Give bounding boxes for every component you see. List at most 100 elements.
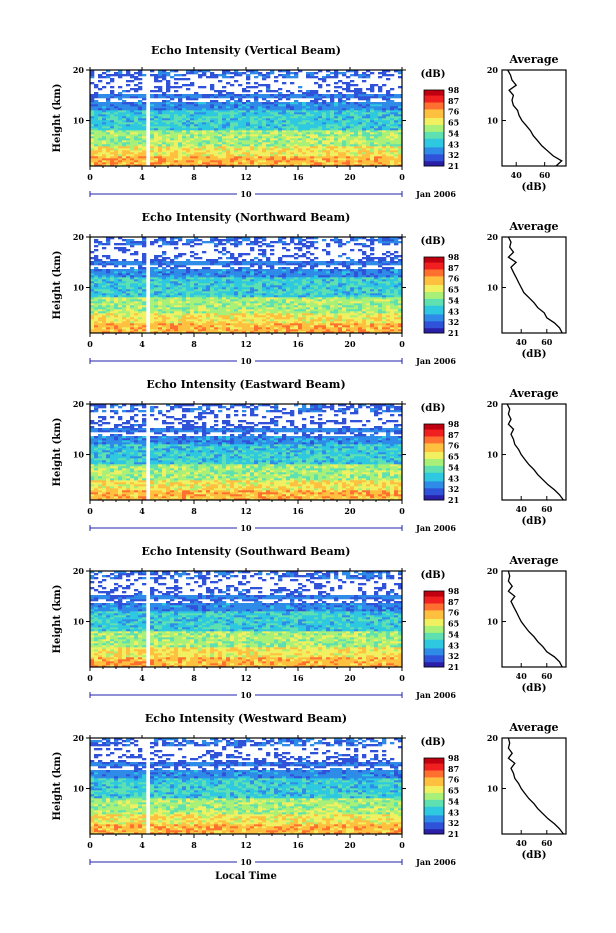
heatmap-cell: [314, 104, 318, 106]
heatmap-cell: [142, 104, 146, 106]
heatmap-cell: [234, 329, 238, 331]
heatmap-cell: [254, 293, 258, 295]
heatmap-cell: [246, 142, 250, 144]
heatmap-cell: [182, 114, 186, 116]
heatmap-cell: [186, 309, 190, 311]
heatmap-cell: [302, 128, 306, 130]
heatmap-cell: [238, 124, 242, 126]
heatmap-cell: [250, 112, 254, 114]
heatmap-cell: [234, 150, 238, 152]
heatmap-cell: [238, 158, 242, 160]
heatmap-cell: [218, 315, 222, 317]
heatmap-cell: [190, 102, 194, 104]
heatmap-cell: [266, 72, 270, 74]
heatmap-cell: [90, 317, 94, 319]
heatmap-cell: [206, 154, 210, 156]
heatmap-cell: [362, 132, 366, 134]
heatmap-cell: [254, 94, 258, 96]
heatmap-cell: [98, 134, 102, 136]
heatmap-cell: [182, 313, 186, 315]
heatmap-cell: [122, 136, 126, 138]
heatmap-cell: [166, 289, 170, 291]
heatmap-cell: [350, 108, 354, 110]
heatmap-cell: [162, 152, 166, 154]
heatmap-cell: [126, 144, 130, 146]
heatmap-cell: [266, 148, 270, 150]
heatmap-cell: [238, 313, 242, 315]
heatmap-cell: [342, 104, 346, 106]
heatmap-cell: [210, 94, 214, 96]
heatmap-cell: [214, 317, 218, 319]
heatmap-cell: [386, 140, 390, 142]
heatmap-cell: [390, 160, 394, 162]
heatmap-cell: [178, 158, 182, 160]
heatmap-cell: [218, 158, 222, 160]
heatmap-cell: [158, 305, 162, 307]
heatmap-cell: [150, 122, 154, 124]
heatmap-cell: [246, 311, 250, 313]
heatmap-cell: [306, 299, 310, 301]
heatmap-cell: [358, 102, 362, 104]
heatmap-cell: [246, 307, 250, 309]
heatmap-cell: [274, 293, 278, 295]
heatmap-cell: [142, 313, 146, 315]
heatmap-cell: [202, 309, 206, 311]
heatmap-cell: [294, 285, 298, 287]
heatmap-cell: [150, 90, 154, 92]
heatmap-cell: [390, 140, 394, 142]
heatmap-cell: [286, 297, 290, 299]
heatmap-cell: [114, 293, 118, 295]
heatmap-cell: [250, 325, 254, 327]
heatmap-cell: [246, 134, 250, 136]
heatmap-cell: [330, 150, 334, 152]
heatmap-cell: [374, 136, 378, 138]
heatmap-cell: [298, 86, 302, 88]
heatmap-cell: [374, 128, 378, 130]
heatmap-cell: [338, 140, 342, 142]
heatmap-cell: [222, 295, 226, 297]
heatmap-cell: [326, 319, 330, 321]
heatmap-cell: [354, 293, 358, 295]
heatmap-cell: [278, 116, 282, 118]
heatmap-cell: [134, 297, 138, 299]
heatmap-cell: [114, 289, 118, 291]
heatmap-cell: [190, 114, 194, 116]
heatmap-cell: [306, 162, 310, 164]
heatmap-cell: [214, 309, 218, 311]
heatmap-cell: [314, 94, 318, 96]
heatmap-cell: [98, 144, 102, 146]
heatmap-cell: [354, 297, 358, 299]
heatmap-cell: [170, 134, 174, 136]
heatmap-cell: [126, 291, 130, 293]
heatmap-cell: [178, 293, 182, 295]
heatmap-cell: [234, 74, 238, 76]
heatmap-cell: [142, 128, 146, 130]
heatmap-cell: [230, 325, 234, 327]
heatmap-cell: [214, 158, 218, 160]
heatmap-cell: [358, 118, 362, 120]
heatmap-cell: [382, 158, 386, 160]
heatmap-cell: [238, 152, 242, 154]
heatmap-cell: [150, 293, 154, 295]
heatmap-cell: [198, 158, 202, 160]
heatmap-cell: [214, 319, 218, 321]
heatmap-cell: [390, 134, 394, 136]
heatmap-cell: [190, 301, 194, 303]
heatmap-cell: [154, 297, 158, 299]
heatmap-cell: [214, 122, 218, 124]
heatmap-cell: [382, 291, 386, 293]
heatmap-cell: [198, 160, 202, 162]
heatmap-cell: [106, 297, 110, 299]
heatmap-cell: [174, 154, 178, 156]
heatmap-cell: [226, 162, 230, 164]
heatmap-cell: [122, 285, 126, 287]
heatmap-cell: [310, 104, 314, 106]
heatmap-cell: [262, 126, 266, 128]
heatmap-cell: [258, 120, 262, 122]
heatmap-cell: [202, 118, 206, 120]
heatmap-cell: [262, 112, 266, 114]
heatmap-cell: [130, 301, 134, 303]
heatmap-cell: [354, 102, 358, 104]
heatmap-cell: [386, 289, 390, 291]
heatmap-cell: [138, 327, 142, 329]
